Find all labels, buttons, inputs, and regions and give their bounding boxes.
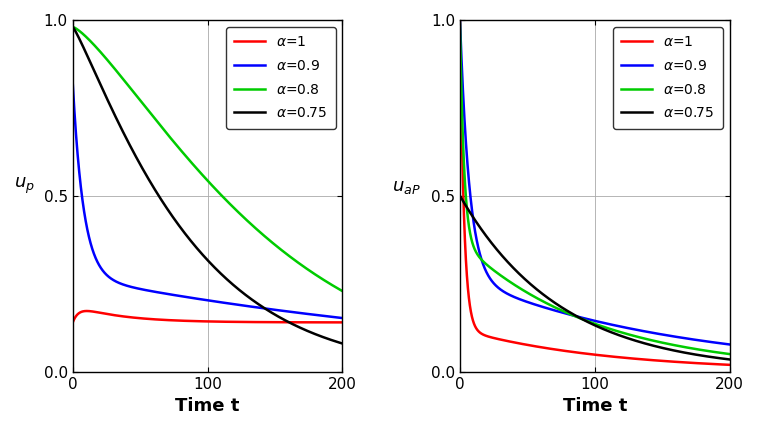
X-axis label: Time t: Time t bbox=[562, 397, 627, 415]
Y-axis label: $u_{aP}$: $u_{aP}$ bbox=[392, 178, 421, 196]
Legend: $\alpha$=1, $\alpha$=0.9, $\alpha$=0.8, $\alpha$=0.75: $\alpha$=1, $\alpha$=0.9, $\alpha$=0.8, … bbox=[226, 27, 336, 129]
Y-axis label: $u_p$: $u_p$ bbox=[14, 175, 35, 196]
X-axis label: Time t: Time t bbox=[175, 397, 240, 415]
Legend: $\alpha$=1, $\alpha$=0.9, $\alpha$=0.8, $\alpha$=0.75: $\alpha$=1, $\alpha$=0.9, $\alpha$=0.8, … bbox=[613, 27, 722, 129]
